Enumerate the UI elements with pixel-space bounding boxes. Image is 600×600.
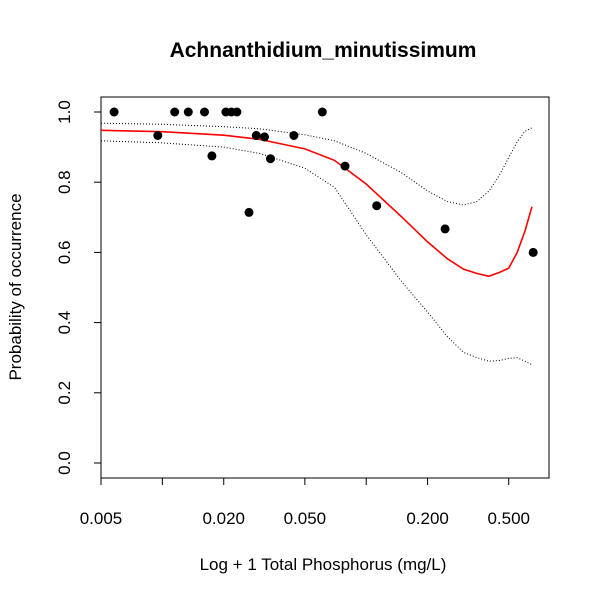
y-tick-label: 0.0 <box>55 451 74 475</box>
plot-frame <box>100 96 550 479</box>
plot-series <box>100 107 538 366</box>
data-point <box>251 131 261 140</box>
data-point <box>200 107 209 117</box>
y-tick-label: 0.4 <box>55 311 74 335</box>
data-point <box>340 161 350 171</box>
y-tick-label: 0.2 <box>55 381 74 405</box>
ci-lower-line <box>100 140 533 366</box>
data-point <box>528 247 538 257</box>
data-point <box>440 224 450 234</box>
y-axis: 0.0 0.2 0.4 0.6 0.8 1.0 <box>55 100 102 475</box>
data-point <box>232 107 242 117</box>
data-point <box>170 107 180 117</box>
data-point <box>266 154 275 164</box>
x-tick-label: 0.020 <box>202 509 245 528</box>
x-tick-label: 0.005 <box>80 509 123 528</box>
data-point <box>183 107 193 117</box>
data-point <box>109 107 119 117</box>
data-point <box>372 201 382 211</box>
x-tick-label: 0.500 <box>487 509 530 528</box>
x-tick-label: 0.200 <box>406 509 449 528</box>
ci-upper-line <box>100 122 533 206</box>
x-axis: 0.005 0.020 0.050 0.200 0.500 <box>80 477 530 528</box>
y-axis-label: Probability of occurrence <box>6 193 25 380</box>
data-point <box>244 207 254 217</box>
chart-title: Achnanthidium_minutissimum <box>170 39 477 62</box>
data-point <box>207 151 217 161</box>
data-point <box>317 107 327 117</box>
x-axis-label: Log + 1 Total Phosphorus (mg/L) <box>200 555 447 574</box>
y-tick-label: 0.8 <box>55 170 74 194</box>
data-point <box>289 131 299 140</box>
fit-line <box>100 129 533 278</box>
y-tick-label: 0.6 <box>55 241 74 265</box>
x-tick-label: 0.050 <box>284 509 327 528</box>
data-point <box>153 131 163 140</box>
data-point <box>260 132 269 142</box>
y-tick-label: 1.0 <box>55 100 74 124</box>
